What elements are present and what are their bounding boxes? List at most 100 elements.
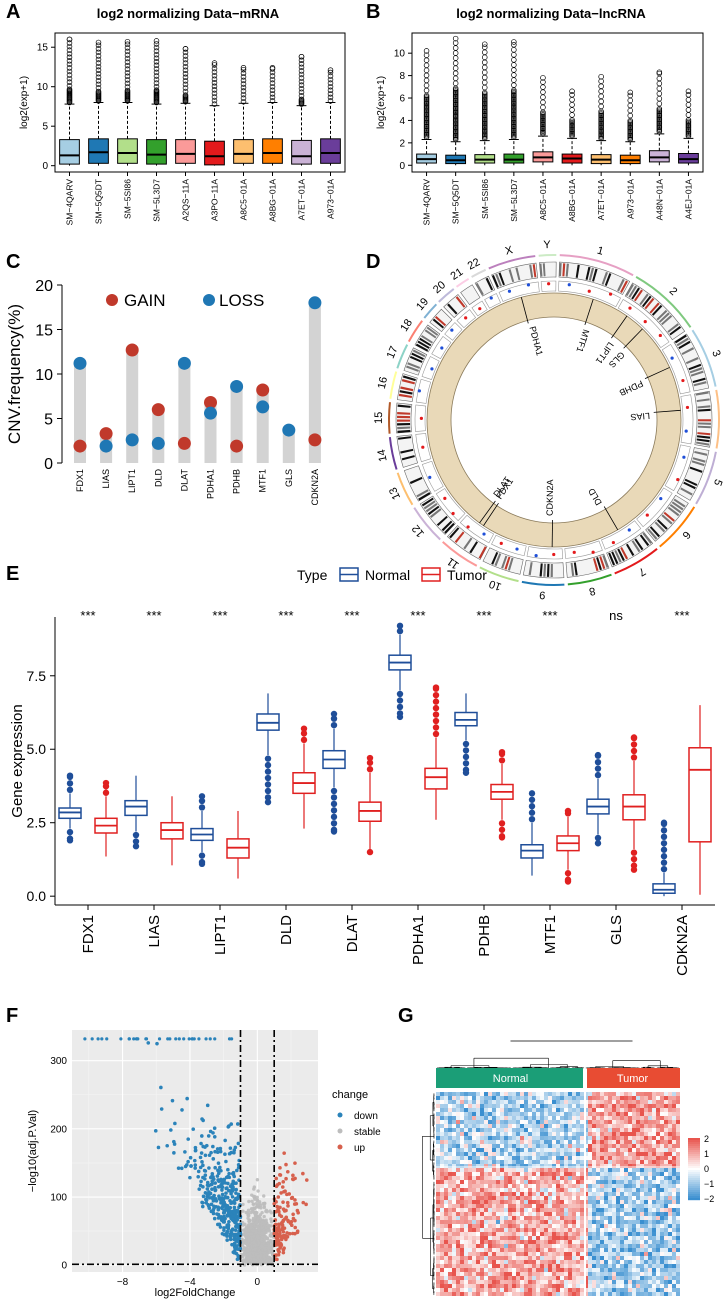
cnv-dot bbox=[451, 511, 455, 516]
heatmap-cell bbox=[564, 1112, 568, 1116]
x-tick-label: FDX1 bbox=[80, 915, 97, 953]
heatmap-cell bbox=[436, 1128, 440, 1132]
down-point bbox=[221, 1179, 226, 1184]
x-tick-label: SM−4QARV bbox=[65, 179, 75, 226]
heatmap-cell bbox=[544, 1176, 548, 1180]
heatmap-cell bbox=[492, 1124, 496, 1128]
heatmap-cell bbox=[528, 1188, 532, 1192]
heatmap-cell bbox=[648, 1136, 652, 1140]
outlier-point bbox=[540, 84, 546, 90]
down-point bbox=[225, 1238, 229, 1242]
outlier-point bbox=[452, 95, 459, 101]
gene-connector bbox=[623, 328, 643, 349]
heatmap-cell bbox=[532, 1132, 536, 1136]
tumor-box bbox=[424, 767, 448, 790]
up-point bbox=[282, 1226, 287, 1230]
down-point bbox=[213, 1188, 218, 1192]
stable-point bbox=[241, 1209, 245, 1213]
heatmap-cell bbox=[600, 1180, 604, 1184]
heatmap-cell bbox=[656, 1164, 660, 1168]
heatmap-cell bbox=[632, 1188, 636, 1192]
down-point bbox=[229, 1122, 234, 1126]
heatmap-cell bbox=[644, 1128, 648, 1132]
stable-point bbox=[247, 1236, 251, 1241]
outlier-point bbox=[327, 67, 334, 73]
heatmap-cell bbox=[472, 1168, 476, 1172]
heatmap-cell bbox=[556, 1164, 560, 1168]
heatmap-cell bbox=[616, 1184, 620, 1188]
down-point bbox=[132, 1037, 136, 1041]
heatmap-cell bbox=[520, 1096, 524, 1100]
heatmap-cell bbox=[460, 1096, 464, 1100]
heatmap-cell bbox=[572, 1148, 576, 1152]
heatmap-cell bbox=[484, 1140, 488, 1144]
heatmap-cell bbox=[596, 1156, 600, 1160]
outlier-point bbox=[153, 73, 160, 79]
down-point bbox=[226, 1167, 230, 1172]
down-point bbox=[185, 1096, 189, 1101]
heatmap-cell bbox=[520, 1116, 524, 1120]
heatmap-cell bbox=[624, 1116, 628, 1120]
heatmap-cell bbox=[496, 1128, 500, 1132]
heatmap-cell bbox=[492, 1136, 496, 1140]
down-point bbox=[193, 1148, 198, 1153]
heatmap-cell bbox=[664, 1152, 668, 1156]
heatmap-cell bbox=[440, 1116, 444, 1120]
cytoband bbox=[397, 412, 411, 415]
heatmap-cell bbox=[456, 1112, 460, 1116]
outlier-point bbox=[511, 104, 517, 111]
heatmap-cell bbox=[448, 1192, 452, 1196]
heatmap-cell bbox=[536, 1184, 540, 1188]
down-point bbox=[187, 1037, 191, 1041]
heatmap-cell bbox=[572, 1116, 576, 1120]
heatmap-cell bbox=[544, 1172, 548, 1176]
heatmap-cell bbox=[464, 1200, 468, 1204]
outlier-point bbox=[298, 78, 305, 85]
heatmap-cell bbox=[576, 1164, 580, 1168]
stable-point bbox=[248, 1219, 252, 1223]
heatmap-cell bbox=[460, 1116, 464, 1120]
heatmap-cell bbox=[644, 1120, 648, 1124]
heatmap-cell bbox=[488, 1140, 492, 1144]
outlier-point bbox=[540, 99, 546, 106]
heatmap-cell bbox=[560, 1152, 564, 1156]
y-axis-label: log2(exp+1) bbox=[376, 76, 387, 129]
outlier-point bbox=[627, 128, 633, 135]
heatmap-cell bbox=[608, 1152, 612, 1156]
heatmap-cell bbox=[628, 1156, 632, 1160]
heatmap-cell bbox=[644, 1100, 648, 1104]
panel-label-c: C bbox=[6, 251, 20, 273]
normal-outlier bbox=[330, 820, 338, 827]
outlier-point bbox=[298, 82, 305, 88]
heatmap-cell bbox=[588, 1164, 592, 1168]
heatmap-cell bbox=[436, 1104, 440, 1108]
heatmap-cell bbox=[540, 1168, 544, 1172]
outlier-point bbox=[240, 66, 247, 73]
heatmap-cell bbox=[448, 1196, 452, 1200]
outlier-point bbox=[211, 101, 218, 107]
heatmap-cell bbox=[488, 1152, 492, 1156]
heatmap-cell bbox=[460, 1104, 464, 1108]
y-tick-label: 0 bbox=[61, 1261, 67, 1272]
outlier-point bbox=[452, 112, 459, 119]
heatmap-cell bbox=[540, 1120, 544, 1124]
heatmap-cell bbox=[596, 1172, 600, 1176]
outlier-point bbox=[95, 67, 102, 73]
cnv-track bbox=[471, 300, 488, 317]
heatmap-cell bbox=[676, 1120, 680, 1124]
heatmap-cell bbox=[500, 1116, 504, 1120]
heatmap-cell bbox=[552, 1132, 556, 1136]
loss-point bbox=[230, 379, 244, 393]
heatmap-cell bbox=[444, 1204, 448, 1208]
heatmap-cell bbox=[656, 1124, 660, 1128]
heatmap-cell bbox=[608, 1124, 612, 1128]
cnv-dot bbox=[419, 416, 423, 420]
heatmap-cell bbox=[620, 1104, 624, 1108]
heatmap-cell bbox=[492, 1128, 496, 1132]
heatmap-cell bbox=[516, 1096, 520, 1100]
down-point bbox=[236, 1165, 241, 1170]
heatmap-cell bbox=[504, 1112, 508, 1116]
heatmap-cell bbox=[456, 1096, 460, 1100]
down-point bbox=[213, 1181, 218, 1185]
heatmap-cell bbox=[560, 1112, 564, 1116]
